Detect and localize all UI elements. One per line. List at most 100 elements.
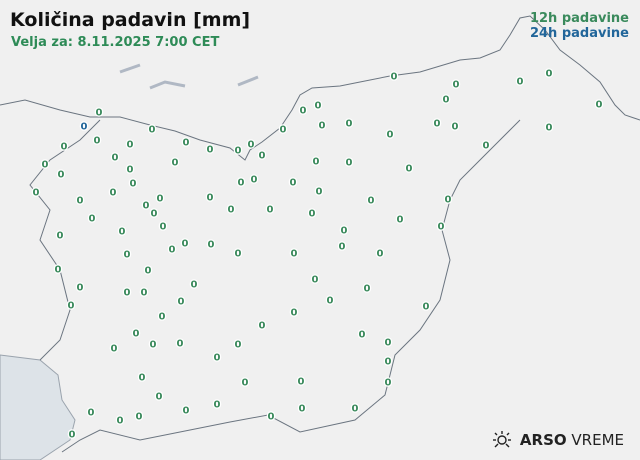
station-value-12h: 0 [346, 119, 353, 130]
station-value-12h: 0 [385, 378, 392, 389]
station-value-12h: 0 [268, 412, 275, 423]
station-value-12h: 0 [319, 121, 326, 132]
station-value-12h: 0 [111, 344, 118, 355]
station-value-12h: 0 [397, 215, 404, 226]
station-value-12h: 0 [359, 330, 366, 341]
station-value-12h: 0 [312, 275, 319, 286]
station-value-12h: 0 [291, 249, 298, 260]
station-value-12h: 0 [248, 140, 255, 151]
station-value-12h: 0 [33, 188, 40, 199]
station-value-12h: 0 [139, 373, 146, 384]
station-value-12h: 0 [42, 160, 49, 171]
station-value-12h: 0 [235, 249, 242, 260]
station-value-12h: 0 [452, 122, 459, 133]
station-value-12h: 0 [280, 125, 287, 136]
station-value-12h: 0 [61, 142, 68, 153]
station-value-12h: 0 [58, 170, 65, 181]
station-value-12h: 0 [110, 188, 117, 199]
station-value-12h: 0 [88, 408, 95, 419]
station-value-12h: 0 [291, 308, 298, 319]
station-value-12h: 0 [207, 193, 214, 204]
station-value-12h: 0 [159, 312, 166, 323]
station-value-12h: 0 [127, 140, 134, 151]
station-value-12h: 0 [77, 283, 84, 294]
station-value-12h: 0 [183, 138, 190, 149]
station-value-12h: 0 [352, 404, 359, 415]
sea [0, 354, 76, 460]
station-value-12h: 0 [309, 209, 316, 220]
station-value-12h: 0 [385, 357, 392, 368]
station-value-12h: 0 [94, 136, 101, 147]
station-value-12h: 0 [299, 404, 306, 415]
station-value-12h: 0 [596, 100, 603, 111]
station-value-12h: 0 [235, 340, 242, 351]
map-title: Količina padavin [mm] [10, 9, 251, 31]
station-value-12h: 0 [124, 250, 131, 261]
station-value-12h: 0 [182, 239, 189, 250]
station-value-24h: 0 [81, 122, 88, 133]
valid-time: Velja za: 8.11.2025 7:00 CET [11, 35, 220, 50]
station-value-12h: 0 [141, 288, 148, 299]
station-value-12h: 0 [89, 214, 96, 225]
station-value-12h: 0 [207, 145, 214, 156]
station-value-12h: 0 [157, 194, 164, 205]
station-value-12h: 0 [149, 125, 156, 136]
station-value-12h: 0 [208, 240, 215, 251]
arso-logo[interactable]: ARSO VREME [492, 431, 624, 449]
station-value-12h: 0 [267, 205, 274, 216]
legend-12h: 12h padavine [529, 11, 629, 26]
station-value-12h: 0 [124, 288, 131, 299]
station-value-12h: 0 [112, 153, 119, 164]
station-value-12h: 0 [228, 205, 235, 216]
station-value-12h: 0 [169, 245, 176, 256]
station-value-12h: 0 [327, 296, 334, 307]
station-value-12h: 0 [214, 353, 221, 364]
legend: 12h padavine 24h padavine [530, 11, 629, 41]
station-value-12h: 0 [117, 416, 124, 427]
station-value-12h: 0 [341, 226, 348, 237]
station-value-12h: 0 [546, 69, 553, 80]
station-value-12h: 0 [316, 187, 323, 198]
station-value-12h: 0 [172, 158, 179, 169]
station-value-12h: 0 [377, 249, 384, 260]
station-value-12h: 0 [259, 151, 266, 162]
station-value-12h: 0 [183, 406, 190, 417]
legend-24h: 24h padavine [529, 26, 629, 41]
station-value-12h: 0 [364, 284, 371, 295]
station-value-12h: 0 [387, 130, 394, 141]
country-border [0, 15, 640, 453]
station-value-12h: 0 [214, 400, 221, 411]
station-value-12h: 0 [143, 201, 150, 212]
station-value-12h: 0 [445, 195, 452, 206]
station-value-12h: 0 [368, 196, 375, 207]
station-value-12h: 0 [434, 119, 441, 130]
station-value-12h: 0 [178, 297, 185, 308]
station-value-12h: 0 [130, 179, 137, 190]
station-value-12h: 0 [346, 158, 353, 169]
station-value-12h: 0 [77, 196, 84, 207]
station-value-12h: 0 [391, 72, 398, 83]
station-value-12h: 0 [385, 338, 392, 349]
lake [149, 80, 186, 90]
station-value-12h: 0 [315, 101, 322, 112]
station-value-12h: 0 [150, 340, 157, 351]
station-value-12h: 0 [69, 430, 76, 441]
lake [237, 75, 259, 87]
station-value-12h: 0 [133, 329, 140, 340]
station-value-12h: 0 [300, 106, 307, 117]
station-value-12h: 0 [156, 392, 163, 403]
station-value-12h: 0 [483, 141, 490, 152]
station-value-12h: 0 [339, 242, 346, 253]
station-value-12h: 0 [96, 108, 103, 119]
logo-vreme: VREME [571, 431, 624, 449]
station-value-12h: 0 [453, 80, 460, 91]
station-value-12h: 0 [191, 280, 198, 291]
station-value-12h: 0 [57, 231, 64, 242]
station-value-12h: 0 [119, 227, 126, 238]
station-value-12h: 0 [546, 123, 553, 134]
station-value-12h: 0 [160, 222, 167, 233]
station-value-12h: 0 [242, 378, 249, 389]
lake [119, 63, 141, 74]
